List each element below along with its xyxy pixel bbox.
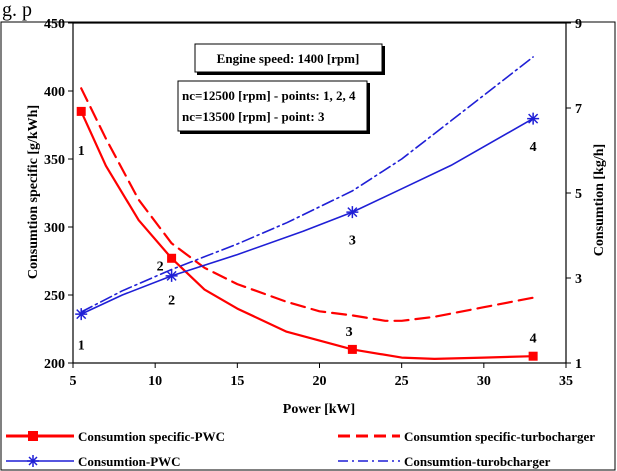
legend-item-turbo-consumption: Consumtion-turobcharger	[338, 454, 551, 469]
y-left-tick-label: 450	[44, 17, 65, 32]
legend-label-pwc-consumption: Consumtion-PWC	[78, 454, 181, 469]
series-line-2	[81, 119, 533, 315]
series-2-point	[527, 113, 539, 125]
x-tick-label: 25	[395, 374, 409, 389]
annotation-nc-12500: nc=12500 [rpm] - points: 1, 2, 4	[182, 88, 356, 103]
y-right-tick-label: 9	[575, 17, 582, 32]
y-right-tick-label: 7	[575, 102, 582, 117]
x-tick-label: 30	[477, 374, 491, 389]
x-tick-label: 15	[230, 374, 244, 389]
point-labels-layer: 1 1 2 2 3 3 4 4	[78, 140, 537, 354]
y-left-tick-label: 250	[44, 289, 65, 304]
y-right-axis-title: Consumtion [kg/h]	[592, 144, 607, 256]
point-number-label: 1	[78, 338, 85, 353]
annotation-engine-speed: Engine speed: 1400 [rpm]	[217, 51, 360, 66]
top-cut-caption: g. p	[2, 0, 32, 21]
series-0-point	[348, 345, 357, 354]
series-2-point	[346, 206, 358, 218]
x-tick-label: 5	[70, 374, 77, 389]
point-number-label: 2	[168, 294, 175, 309]
x-tick-label: 20	[313, 374, 327, 389]
annotation-nc-box: nc=12500 [rpm] - points: 1, 2, 4 nc=1350…	[178, 81, 370, 134]
legend-label-turbo-consumption: Consumtion-turobcharger	[404, 454, 551, 469]
x-tick-label: 10	[148, 374, 162, 389]
y-left-tick-label: 300	[44, 221, 65, 236]
series-0-point	[529, 352, 538, 361]
legend-item-pwc-consumption: Consumtion-PWC	[6, 454, 181, 469]
x-axis-title: Power [kW]	[283, 402, 355, 417]
legend-item-turbo-specific: Consumtion specific-turbocharger	[338, 429, 595, 444]
point-number-label: 3	[346, 325, 353, 340]
annotation-nc-13500: nc=13500 [rpm] - point: 3	[182, 109, 325, 124]
y-left-axis-title: Consumtion specific [g/kWh]	[26, 105, 41, 279]
legend: Consumtion specific-PWC Consumtion speci…	[6, 429, 595, 469]
series-0-point	[77, 107, 86, 116]
legend-label-pwc-specific: Consumtion specific-PWC	[78, 429, 225, 444]
point-number-label: 2	[157, 260, 164, 275]
y-right-tick-label: 3	[575, 272, 582, 287]
annotation-speed-box: Engine speed: 1400 [rpm]	[195, 44, 385, 75]
point-number-label: 3	[349, 234, 356, 249]
y-left-tick-label: 350	[44, 153, 65, 168]
point-number-label: 1	[78, 144, 85, 159]
legend-label-turbo-specific: Consumtion specific-turbocharger	[404, 429, 595, 444]
point-number-label: 4	[530, 332, 537, 347]
series-line-0	[81, 111, 533, 359]
y-left-tick-label: 400	[44, 85, 65, 100]
y-left-tick-label: 200	[44, 357, 65, 372]
x-tick-label: 35	[559, 374, 573, 389]
y-right-tick-label: 5	[575, 187, 582, 202]
point-number-label: 4	[530, 140, 537, 155]
series-0-point	[167, 254, 176, 263]
y-right-tick-label: 1	[575, 357, 582, 372]
legend-item-pwc-specific: Consumtion specific-PWC	[6, 429, 225, 444]
